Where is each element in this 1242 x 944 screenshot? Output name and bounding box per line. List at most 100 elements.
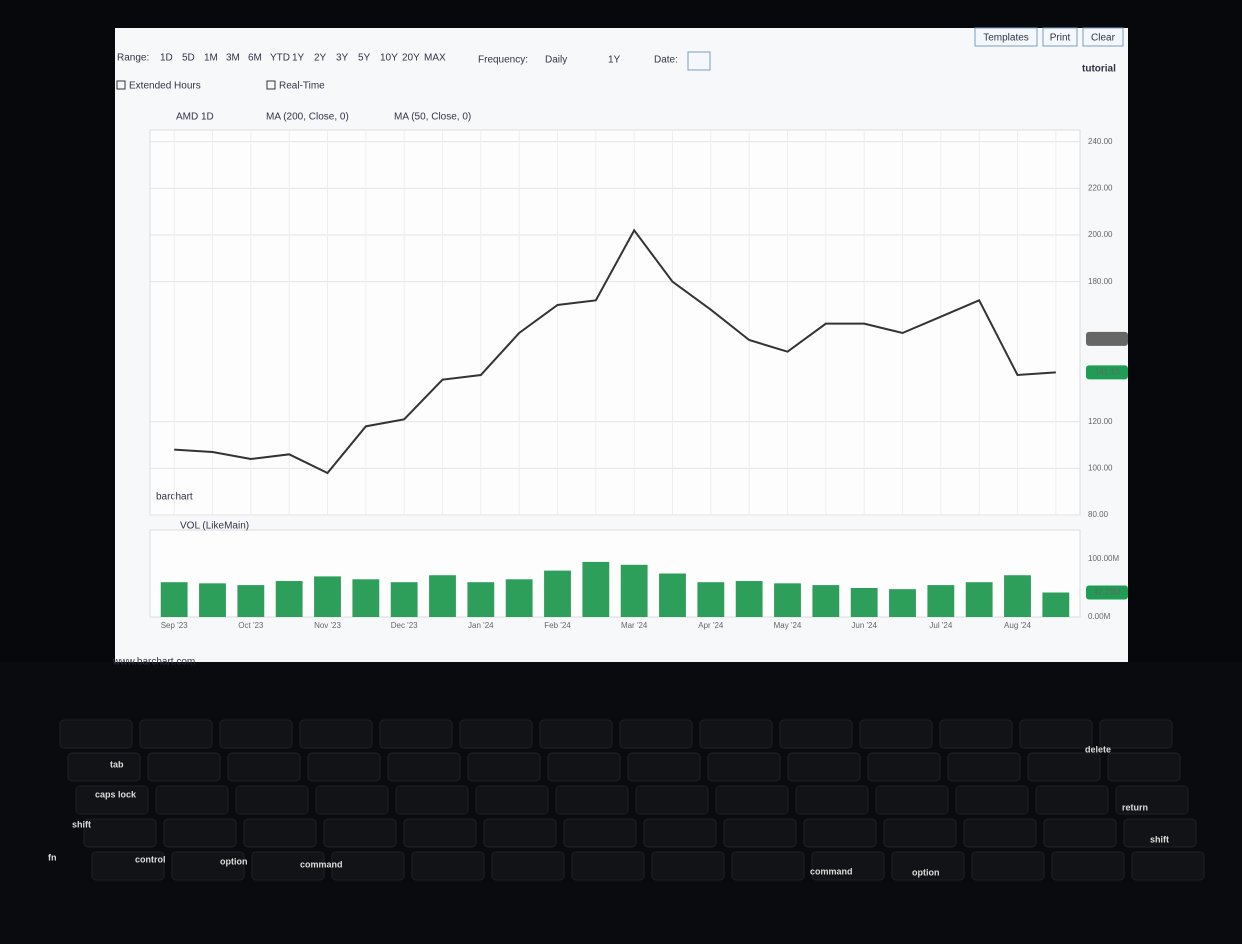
- checkbox[interactable]: [266, 80, 276, 90]
- volume-bar: [352, 579, 380, 617]
- key: [571, 851, 645, 881]
- key: [243, 818, 317, 848]
- price-line: [174, 228, 1056, 475]
- key-label: command: [810, 866, 853, 876]
- key: [1027, 752, 1101, 782]
- volume-bar: [582, 561, 610, 617]
- option-label: Real-Time: [279, 81, 325, 92]
- key: [635, 785, 709, 815]
- key: [315, 785, 389, 815]
- x-tick-label: Nov '23: [314, 621, 341, 630]
- key: [83, 818, 157, 848]
- key: [387, 752, 461, 782]
- key: [963, 818, 1037, 848]
- key: [723, 818, 797, 848]
- volume-bar: [544, 570, 571, 617]
- toolbar-button[interactable]: [1042, 27, 1078, 47]
- volume-bar: [697, 582, 725, 617]
- y-tick-label: 120.00: [1088, 417, 1113, 426]
- range-option[interactable]: 2Y: [314, 53, 327, 64]
- range-option[interactable]: 1Y: [292, 53, 305, 64]
- key: [307, 752, 381, 782]
- key: [155, 785, 229, 815]
- range-label: Range:: [117, 53, 149, 64]
- key: [147, 752, 221, 782]
- key: [219, 719, 293, 749]
- volume-bar: [275, 581, 303, 617]
- key-label: tab: [110, 759, 124, 769]
- y-tick-label: 200.00: [1088, 230, 1113, 239]
- frequency-label: Frequency:: [478, 55, 528, 66]
- date-label: Date:: [654, 55, 678, 66]
- key: [803, 818, 877, 848]
- key: [467, 752, 541, 782]
- range-option[interactable]: 20Y: [402, 53, 420, 64]
- key: [491, 851, 565, 881]
- key: [1099, 719, 1173, 749]
- x-tick-label: Jul '24: [929, 621, 952, 630]
- volume-bar: [1004, 575, 1031, 617]
- key: [955, 785, 1029, 815]
- x-tick-label: Sep '23: [161, 621, 188, 630]
- range-option[interactable]: 1D: [160, 53, 173, 64]
- volume-bar: [620, 564, 648, 617]
- checkbox[interactable]: [116, 80, 126, 90]
- frequency-select[interactable]: Daily: [545, 55, 567, 66]
- key-label: fn: [48, 852, 57, 862]
- key: [483, 818, 557, 848]
- key: [707, 752, 781, 782]
- x-tick-label: Feb '24: [544, 621, 571, 630]
- range-option[interactable]: 10Y: [380, 53, 398, 64]
- key: [971, 851, 1045, 881]
- y-tick-label: 100.00: [1088, 463, 1113, 472]
- key: [1035, 785, 1109, 815]
- y-tick-label: 180.00: [1088, 277, 1113, 286]
- x-tick-label: Apr '24: [698, 621, 724, 630]
- volume-legend: VOL (LikeMain): [180, 521, 249, 532]
- volume-bar: [237, 585, 265, 617]
- toolbar-button[interactable]: [1082, 27, 1124, 47]
- range-option[interactable]: 6M: [248, 53, 262, 64]
- date-button[interactable]: [687, 51, 711, 71]
- range-option[interactable]: 3Y: [336, 53, 349, 64]
- key: [643, 818, 717, 848]
- key: [795, 785, 869, 815]
- key: [539, 719, 613, 749]
- key: [1131, 851, 1205, 881]
- range-option[interactable]: 1M: [204, 53, 218, 64]
- period-select[interactable]: 1Y: [608, 55, 621, 66]
- price-tag: [1086, 331, 1128, 346]
- key: [299, 719, 373, 749]
- range-option[interactable]: 3M: [226, 53, 240, 64]
- volume-bar: [927, 585, 955, 617]
- legend-entry: AMD 1D: [176, 112, 214, 123]
- range-option[interactable]: MAX: [424, 53, 446, 64]
- key: [403, 818, 477, 848]
- y-tick-label: 240.00: [1088, 137, 1113, 146]
- button-label: Clear: [1091, 33, 1116, 44]
- key: [731, 851, 805, 881]
- x-tick-label: May '24: [774, 621, 802, 630]
- key: [395, 785, 469, 815]
- volume-bar: [965, 582, 993, 617]
- toolbar-button[interactable]: [974, 27, 1038, 47]
- key: [459, 719, 533, 749]
- y-tick-label: 220.00: [1088, 183, 1113, 192]
- key: [883, 818, 957, 848]
- key: [1043, 818, 1117, 848]
- key: [779, 719, 853, 749]
- key: [619, 719, 693, 749]
- volume-bar: [774, 583, 801, 617]
- key-label: option: [912, 867, 940, 877]
- range-option[interactable]: YTD: [270, 53, 290, 64]
- tutorial-link[interactable]: tutorial: [1082, 64, 1116, 75]
- key-label: delete: [1085, 744, 1111, 754]
- key: [251, 851, 325, 881]
- key: [867, 752, 941, 782]
- range-option[interactable]: 5Y: [358, 53, 371, 64]
- price-tag: [1086, 365, 1128, 380]
- range-option[interactable]: 5D: [182, 53, 195, 64]
- price-tag-label: 42.23M: [1094, 588, 1121, 597]
- volume-bar: [735, 581, 763, 617]
